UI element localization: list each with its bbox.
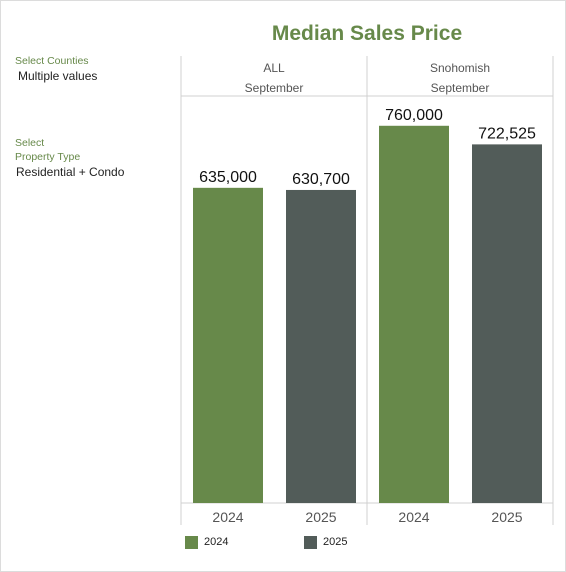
data-label-all-2025: 630,700 xyxy=(292,171,350,188)
data-label-snohomish-2024: 760,000 xyxy=(385,107,443,124)
x-tick-label-snohomish-2025: 2025 xyxy=(491,509,522,525)
legend-label-2024: 2024 xyxy=(204,536,229,548)
property-type-filter-label-line1: Select xyxy=(15,137,45,149)
chart-title: Median Sales Price xyxy=(271,22,463,45)
counties-filter-label: Select Counties xyxy=(15,55,89,67)
legend-item-2025: 2025 xyxy=(304,535,347,549)
bar-snohomish-2024 xyxy=(379,125,449,503)
bar-all-2025 xyxy=(286,189,356,503)
legend-label-2025: 2025 xyxy=(323,536,348,548)
legend-swatch-2024 xyxy=(185,535,198,549)
x-tick-label-all-2025: 2025 xyxy=(305,509,336,525)
panel-all-month: September xyxy=(244,81,304,95)
legend-item-2024: 2024 xyxy=(185,535,228,549)
panel-all-header: ALL xyxy=(263,61,285,75)
property-type-filter-dropdown[interactable]: Residential + Condo xyxy=(16,165,125,179)
legend-swatch-2025 xyxy=(304,535,317,549)
data-label-snohomish-2025: 722,525 xyxy=(478,125,536,142)
property-type-filter-label-line2: Property Type xyxy=(15,151,81,163)
x-tick-label-snohomish-2024: 2024 xyxy=(398,509,429,525)
bar-snohomish-2025 xyxy=(472,144,542,503)
panel-snohomish-month: September xyxy=(430,81,490,95)
data-label-all-2024: 635,000 xyxy=(199,169,257,186)
chart-bars: 635,000 2024 630,700 2025 760,000 2024 722,525… xyxy=(193,107,542,525)
counties-filter-dropdown[interactable]: Multiple values xyxy=(18,69,98,83)
x-tick-label-all-2024: 2024 xyxy=(212,509,243,525)
panel-snohomish-header: Snohomish xyxy=(429,61,491,75)
bar-all-2024 xyxy=(193,187,263,503)
